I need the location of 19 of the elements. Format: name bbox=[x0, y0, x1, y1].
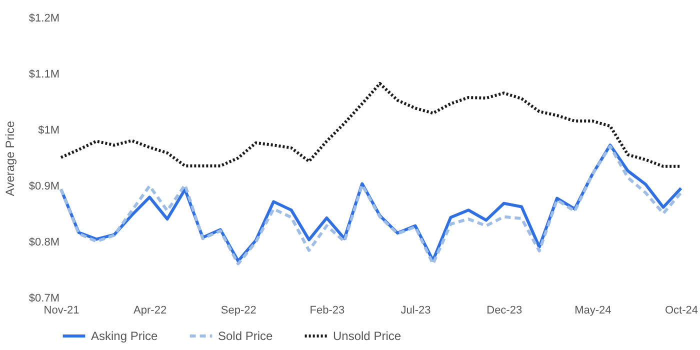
y-tick-label: $0.9M bbox=[28, 180, 60, 192]
y-axis-title: Average Price bbox=[2, 120, 17, 196]
y-tick-label: $1.1M bbox=[28, 68, 60, 80]
line-series bbox=[60, 82, 682, 168]
x-tick-label: Dec-23 bbox=[486, 304, 522, 316]
x-tick-label: Nov-21 bbox=[44, 304, 80, 316]
x-tick-label: Feb-23 bbox=[310, 304, 345, 316]
x-tick-label: Apr-22 bbox=[134, 304, 167, 316]
legend-label: Sold Price bbox=[218, 329, 274, 343]
x-tick-label: May-24 bbox=[574, 304, 612, 316]
legend-label: Unsold Price bbox=[333, 329, 402, 343]
y-tick-label: $1M bbox=[38, 124, 60, 136]
x-tick-label: Oct-24 bbox=[664, 304, 698, 316]
x-tick-label: Sep-22 bbox=[220, 304, 256, 316]
x-tick-label: Jul-23 bbox=[400, 304, 431, 316]
y-tick-label: $0.8M bbox=[28, 236, 60, 248]
y-tick-label: $1.2M bbox=[28, 12, 60, 24]
y-tick-label: $0.7M bbox=[28, 292, 60, 304]
legend-label: Asking Price bbox=[91, 329, 158, 343]
